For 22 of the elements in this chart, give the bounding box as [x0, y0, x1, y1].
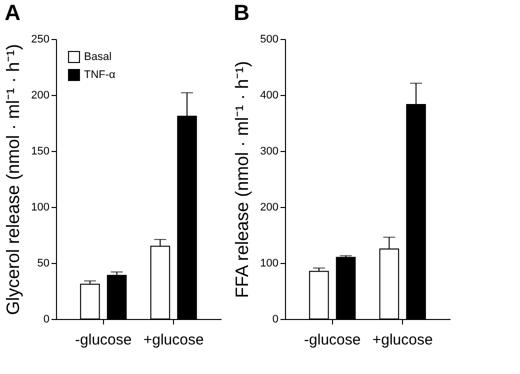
- chart-title: B: [234, 0, 250, 25]
- y-tick-label: 500: [260, 34, 278, 46]
- x-tick-label: +glucose: [372, 332, 433, 348]
- y-tick-label: 100: [260, 258, 278, 270]
- y-tick-label: 0: [43, 314, 50, 326]
- y-tick-label: 200: [31, 90, 50, 102]
- legend-label: Basal: [84, 51, 112, 63]
- y-tick-label: 150: [31, 146, 50, 158]
- chart-title: A: [4, 0, 21, 25]
- y-tick-label: 300: [260, 146, 278, 158]
- x-tick-label: +glucose: [143, 332, 204, 348]
- y-tick-label: 0: [272, 314, 278, 326]
- y-tick-label: 200: [260, 202, 278, 214]
- y-tick-label: 50: [37, 258, 50, 270]
- y-tick-label: 400: [260, 90, 278, 102]
- y-tick-label: 250: [31, 34, 50, 46]
- x-tick-label: -glucose: [75, 332, 132, 348]
- y-tick-label: 100: [31, 202, 50, 214]
- y-axis-title: Glycerol release (nmol · ml⁻¹ · h⁻¹): [3, 44, 24, 316]
- y-axis-title: FFA release (nmol · ml⁻¹ · h⁻¹): [232, 60, 252, 298]
- x-tick-label: -glucose: [304, 332, 361, 348]
- legend-label: TNF-α: [84, 69, 116, 81]
